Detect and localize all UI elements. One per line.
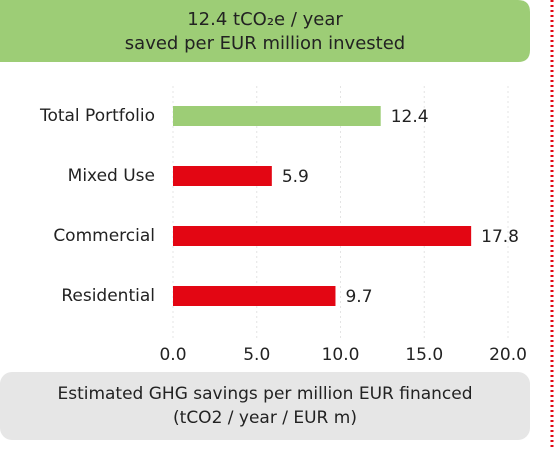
value-label: 5.9 [282, 167, 309, 187]
footnote-box [0, 372, 530, 440]
bar [173, 106, 381, 126]
footnote: Estimated GHG savings per million EUR fi… [57, 384, 472, 404]
chart-title: 12.4 tCO₂e / year [187, 9, 343, 30]
bar [173, 226, 472, 246]
bar [173, 286, 336, 306]
y-tick-label: Total Portfolio [39, 106, 155, 126]
y-tick-label: Mixed Use [68, 166, 155, 186]
y-tick-label: Commercial [53, 226, 155, 246]
x-tick-label: 10.0 [322, 345, 360, 365]
x-tick-label: 0.0 [159, 345, 186, 365]
footnote: (tCO2 / year / EUR m) [173, 408, 357, 428]
y-tick-label: Residential [61, 286, 155, 306]
value-label: 9.7 [345, 287, 372, 307]
x-tick-label: 15.0 [405, 345, 443, 365]
chart-subtitle: saved per EUR million invested [125, 33, 405, 54]
value-label: 12.4 [391, 107, 429, 127]
x-tick-label: 20.0 [489, 345, 527, 365]
bar [173, 166, 272, 186]
header-box [0, 0, 530, 62]
value-label: 17.8 [481, 227, 519, 247]
x-tick-label: 5.0 [243, 345, 270, 365]
